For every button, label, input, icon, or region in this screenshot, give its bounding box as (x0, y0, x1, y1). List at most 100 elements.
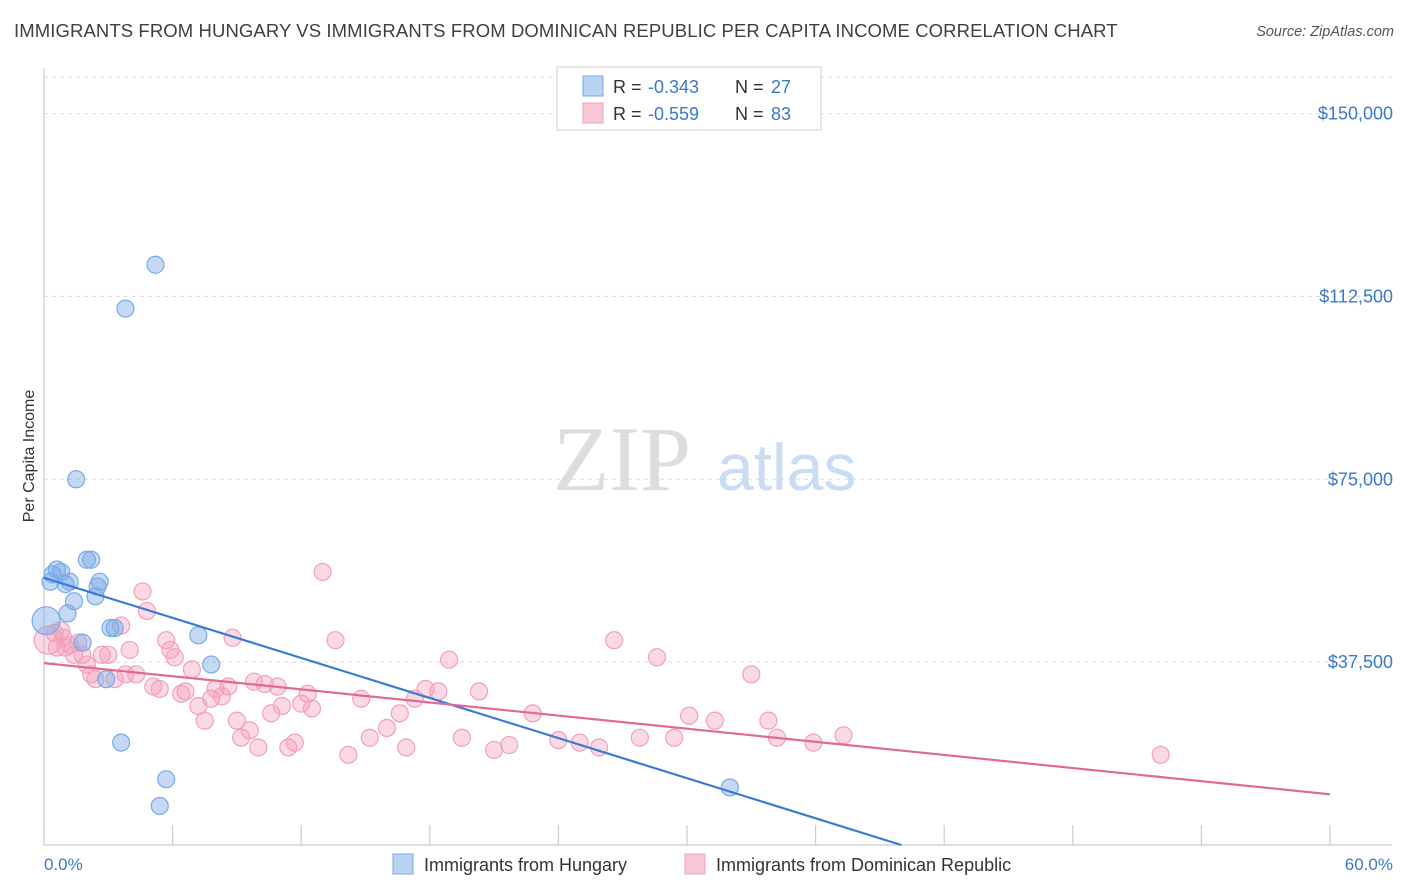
y-tick-label-2: $112,500 (1319, 286, 1393, 306)
watermark-atlas: atlas (717, 430, 856, 504)
dominican-point-31 (202, 689, 221, 708)
x-ticks (43, 825, 1331, 845)
dominican-point-51 (326, 631, 345, 650)
axes (43, 68, 1392, 846)
dominican-point-55 (377, 718, 397, 738)
dominican-point-63 (469, 682, 489, 701)
dominican-point-30 (195, 711, 214, 730)
dominican-point-38 (240, 721, 259, 740)
dominican-point-81 (1151, 745, 1170, 764)
dominican-trend-line (43, 662, 1331, 796)
dominican-point-13 (99, 645, 118, 664)
dominican-point-75 (705, 711, 724, 730)
legend-r-value-1: -0.343 (648, 77, 699, 97)
series-legend-swatch-hungary (392, 853, 414, 875)
x-tick-label-max: 60.0% (1345, 855, 1393, 874)
dominican-point-23 (157, 631, 176, 650)
dominican-point-22 (150, 679, 169, 699)
dominican-point-18 (127, 665, 146, 684)
hungary-point-8 (64, 592, 84, 611)
hungary-point-15 (90, 572, 109, 591)
dominican-point-54 (360, 728, 379, 747)
y-tick-label-3: $150,000 (1318, 104, 1393, 124)
dominican-point-49 (302, 699, 322, 718)
dominican-point-33 (212, 687, 231, 706)
dominican-point-71 (630, 728, 649, 747)
series-legend-swatch-dominican (684, 853, 706, 875)
y-tick-label-1: $75,000 (1328, 469, 1393, 489)
hungary-point-20 (116, 299, 135, 318)
dominican-point-65 (500, 735, 519, 755)
x-tick-label-min: 0.0% (44, 855, 83, 874)
hungary-point-0 (31, 606, 61, 636)
legend-r-label-2: R = (613, 104, 642, 124)
dominican-point-11 (86, 670, 105, 689)
dominican-point-25 (165, 648, 184, 667)
dominican-point-42 (262, 704, 281, 723)
hungary-point-25 (202, 655, 221, 674)
hungary-point-24 (189, 626, 208, 645)
legend-n-label-2: N = (735, 104, 764, 124)
gridlines (44, 76, 1392, 663)
dominican-point-50 (313, 562, 332, 582)
legend-swatch-dominican (582, 102, 604, 124)
hungary-point-7 (60, 572, 79, 591)
y-tick-label-0: $37,500 (1328, 652, 1393, 672)
hungary-point-26 (720, 778, 739, 797)
dominican-point-60 (429, 682, 448, 701)
dominican-point-36 (227, 711, 246, 730)
series-legend-label-dominican: Immigrants from Dominican Republic (716, 855, 1011, 875)
hungary-point-23 (157, 770, 176, 789)
dominican-point-73 (665, 728, 684, 747)
dominican-point-53 (352, 689, 371, 708)
dominican-point-62 (452, 728, 472, 747)
y-tick-labels: $37,500 $75,000 $112,500 $150,000 (1318, 104, 1393, 673)
dominican-point-35 (223, 628, 242, 647)
dominican-point-56 (390, 704, 409, 723)
dominican-point-44 (272, 696, 292, 716)
source-credit: Source: ZipAtlas.com (1256, 24, 1394, 40)
hungary-point-21 (146, 255, 165, 274)
legend-n-value-1: 27 (771, 77, 791, 97)
hungary-point-12 (82, 550, 101, 569)
dominican-point-2 (52, 621, 71, 640)
hungary-point-10 (73, 633, 92, 652)
legend-n-label-1: N = (735, 77, 764, 97)
dominican-point-70 (605, 631, 624, 650)
dominican-point-82 (47, 638, 66, 657)
dominican-point-52 (339, 745, 358, 764)
series-legend-label-hungary: Immigrants from Hungary (424, 855, 627, 875)
dominican-point-46 (285, 733, 304, 752)
dominican-point-12 (92, 645, 111, 664)
dominican-point-72 (647, 648, 667, 667)
dominican-point-80 (834, 726, 853, 745)
hungary-point-19 (112, 733, 131, 752)
watermark-zip: ZIP (553, 408, 691, 510)
series-legend: Immigrants from Hungary Immigrants from … (392, 853, 1011, 875)
hungary-point-9 (67, 470, 86, 489)
hungary-point-17 (101, 618, 120, 638)
series-hungary-points (31, 255, 739, 816)
dominican-point-17 (120, 640, 139, 660)
hungary-trend-line (43, 576, 902, 847)
legend-r-value-2: -0.559 (648, 104, 699, 124)
dominican-point-28 (182, 660, 201, 679)
hungary-point-16 (97, 670, 116, 689)
hungary-point-11 (77, 550, 96, 569)
dominican-point-74 (680, 706, 699, 725)
dominican-point-40 (249, 738, 268, 757)
dominican-point-27 (176, 682, 195, 701)
dominican-point-61 (439, 650, 459, 669)
legend-swatch-hungary (582, 75, 604, 97)
legend-r-label-1: R = (613, 77, 642, 97)
trend-lines (43, 576, 1331, 847)
dominican-point-19 (133, 582, 152, 601)
dominican-point-77 (759, 711, 778, 730)
y-axis-label: Per Capita Income (21, 390, 38, 523)
dominican-point-64 (485, 740, 504, 760)
dominican-point-76 (742, 665, 761, 684)
dominican-point-57 (397, 738, 416, 757)
correlation-legend: R = -0.343 N = 27 R = -0.559 N = 83 (556, 66, 822, 131)
hungary-point-18 (105, 618, 124, 638)
